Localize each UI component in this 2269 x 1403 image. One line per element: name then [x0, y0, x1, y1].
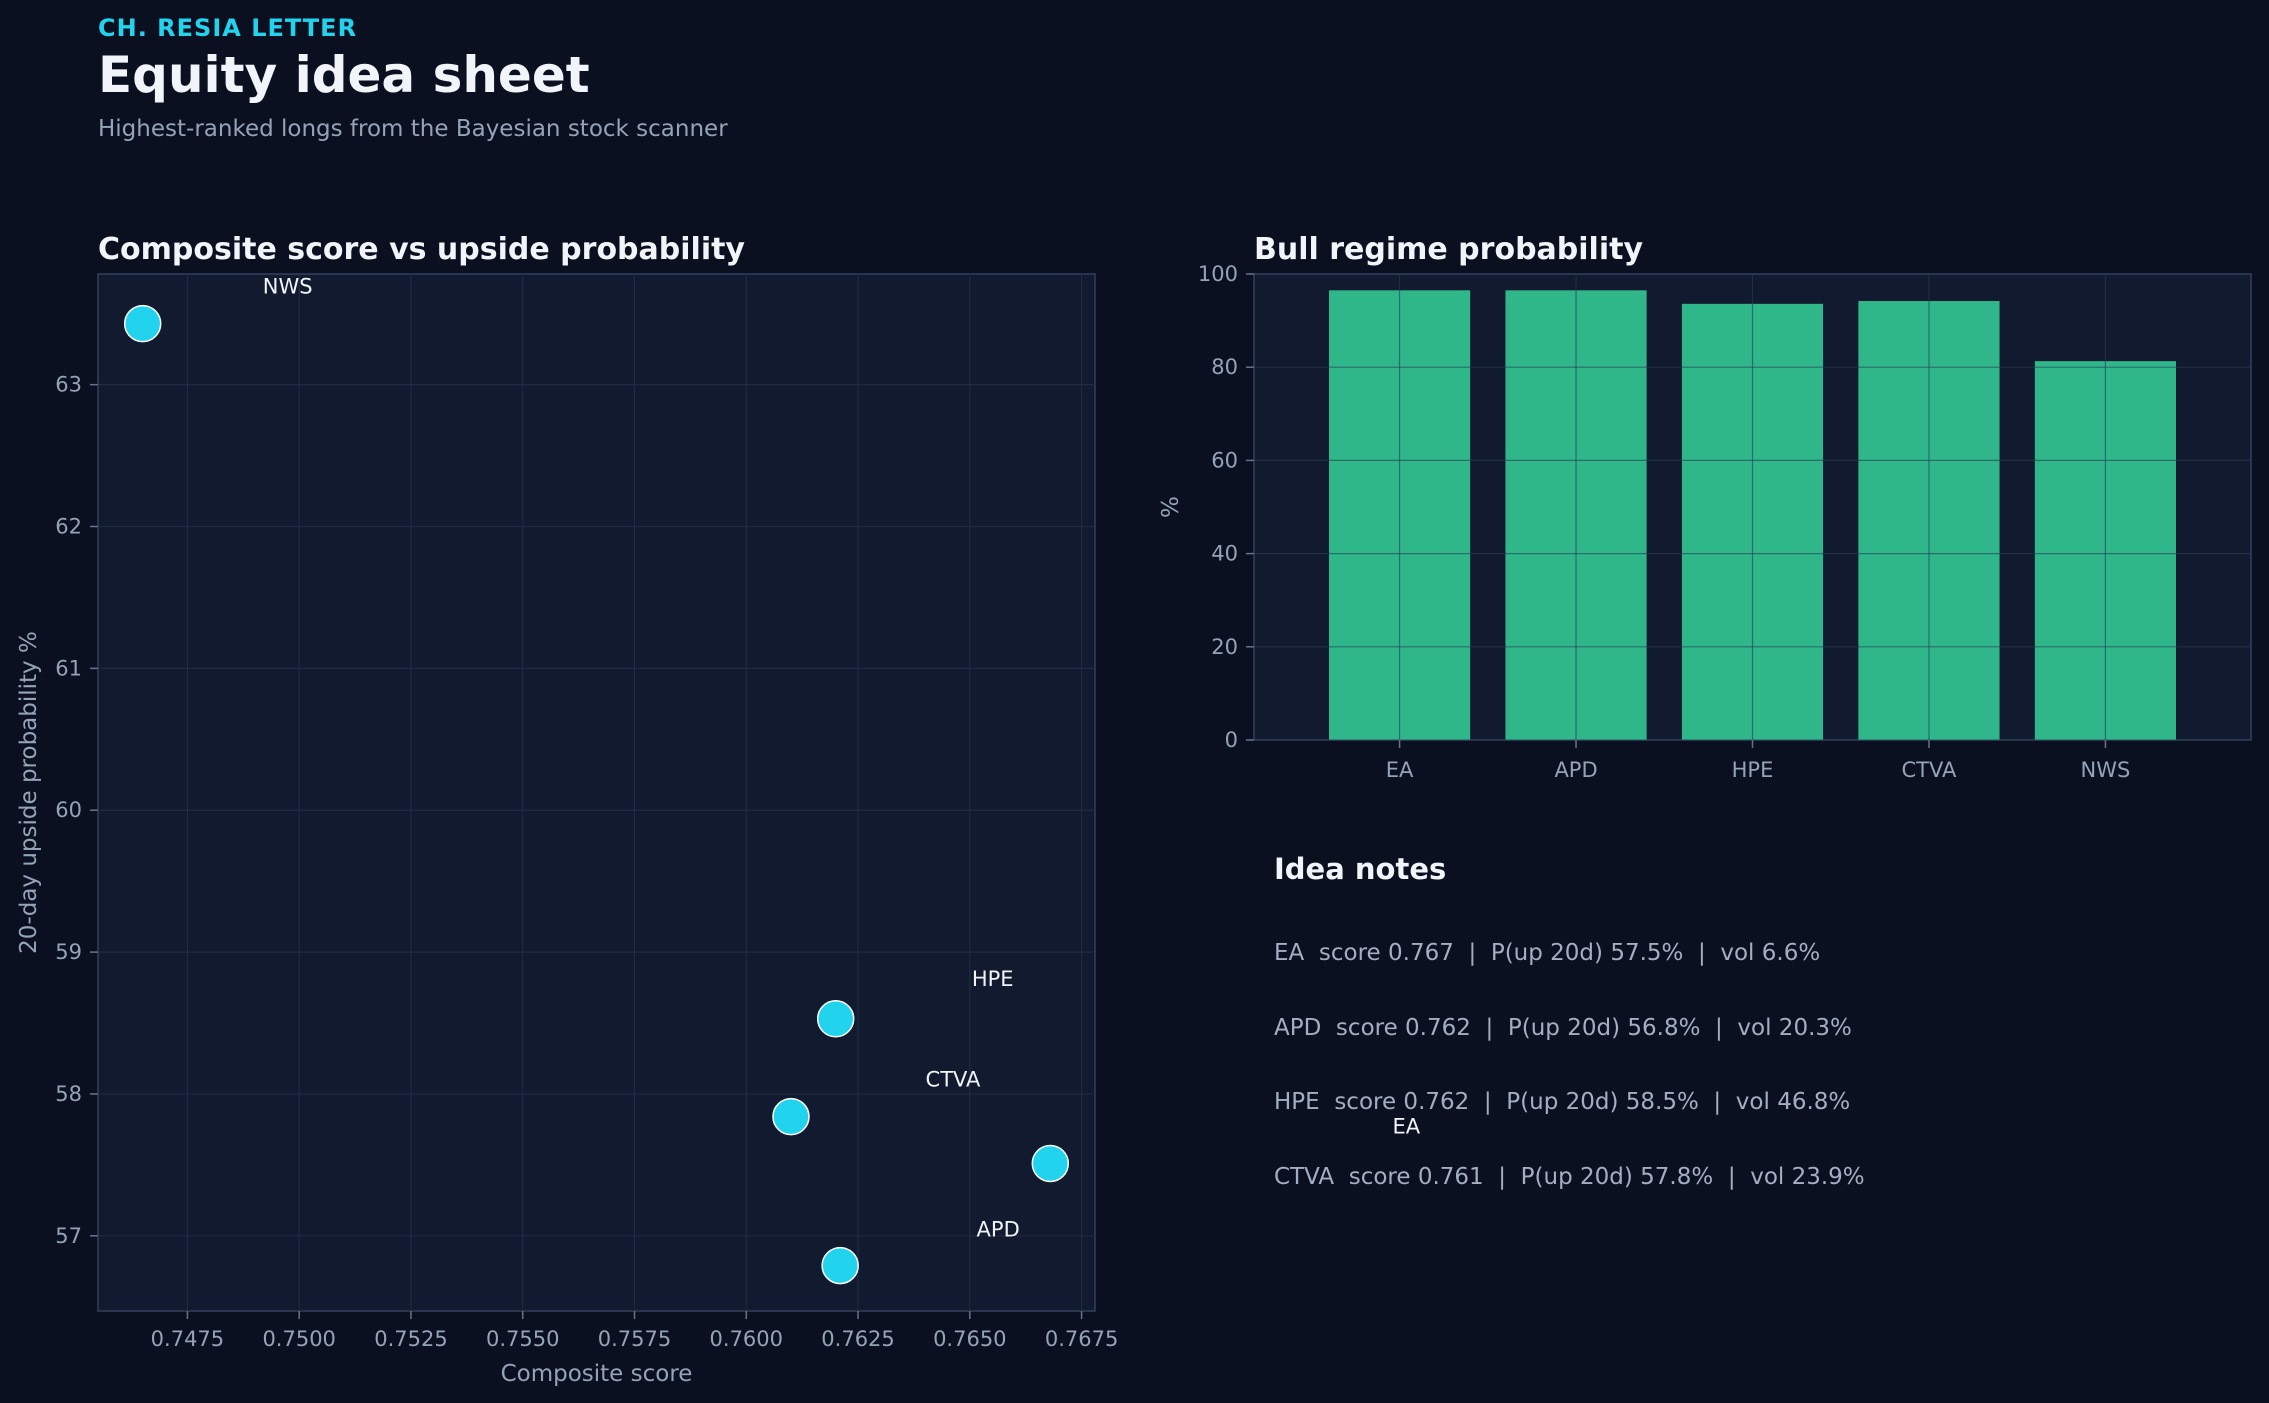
- scatter-x-tick-label: 0.7600: [710, 1327, 783, 1351]
- scatter-y-tick-label: 63: [55, 373, 82, 397]
- scatter-x-tick-label: 0.7500: [262, 1327, 335, 1351]
- scatter-y-axis-label: 20-day upside probability %: [16, 631, 42, 954]
- scatter-y-tick-label: 59: [55, 940, 82, 964]
- scatter-point: [816, 1000, 855, 1038]
- scatter-point: [1031, 1144, 1070, 1183]
- scatter-x-tick-label: 0.7475: [151, 1327, 224, 1351]
- scatter-x-tick-label: 0.7650: [933, 1327, 1006, 1351]
- page-subtitle: Highest-ranked longs from the Bayesian s…: [98, 116, 728, 142]
- note-item: EA score 0.767 | P(up 20d) 57.5% | vol 6…: [1274, 940, 1821, 966]
- scatter-y-tick-label: 61: [55, 656, 82, 680]
- notes-list: EA score 0.767 | P(up 20d) 57.5% | vol 6…: [1274, 940, 1865, 1238]
- scatter-point: [123, 304, 162, 343]
- bar-category-label: EA: [1386, 758, 1414, 782]
- scatter-x-tick-label: 0.7575: [598, 1327, 671, 1351]
- bar-category-label: APD: [1554, 758, 1597, 782]
- scatter-plot-area: [97, 273, 1096, 1312]
- bar-y-tick-label: 40: [1211, 542, 1238, 566]
- scatter-point: [772, 1097, 810, 1136]
- bar-y-tick-label: 100: [1198, 262, 1238, 286]
- bar-y-tick-label: 20: [1211, 635, 1238, 659]
- scatter-y-tick-label: 60: [55, 798, 82, 822]
- page-title: Equity idea sheet: [98, 46, 590, 104]
- scatter-y-tick-label: 58: [55, 1082, 82, 1106]
- bar-category-label: HPE: [1732, 758, 1774, 782]
- scatter-x-tick-label: 0.7625: [821, 1327, 894, 1351]
- scatter-x-axis-label: Composite score: [501, 1361, 693, 1387]
- note-item: CTVA score 0.761 | P(up 20d) 57.8% | vol…: [1274, 1163, 1865, 1190]
- note-item: HPE score 0.762 | P(up 20d) 58.5% | vol …: [1274, 1089, 1851, 1115]
- kicker: CH. RESIA LETTER: [98, 14, 358, 42]
- scatter-point-label: APD: [977, 1218, 1020, 1242]
- bar-category-label: NWS: [2081, 758, 2131, 782]
- bar-chart-title: Bull regime probability: [1254, 232, 1644, 267]
- bar-y-tick-label: 80: [1211, 355, 1238, 379]
- scatter-point: [821, 1246, 859, 1285]
- notes-title: Idea notes: [1274, 852, 1447, 886]
- scatter-point-label: NWS: [263, 275, 313, 299]
- scatter-x-tick-label: 0.7525: [374, 1327, 447, 1351]
- bar-category-label: CTVA: [1902, 758, 1958, 782]
- scatter-y-tick-label: 57: [55, 1224, 82, 1248]
- note-item: APD score 0.762 | P(up 20d) 56.8% | vol …: [1274, 1014, 1852, 1041]
- bar-y-tick-label: 60: [1211, 448, 1238, 472]
- scatter-point-label: HPE: [972, 967, 1014, 991]
- scatter-chart-title: Composite score vs upside probability: [98, 232, 745, 267]
- scatter-point-label: EA: [1392, 1114, 1420, 1138]
- scatter-x-tick-label: 0.7675: [1045, 1327, 1118, 1351]
- bar-y-axis-label: %: [1158, 496, 1184, 518]
- scatter-point-label: CTVA: [926, 1068, 982, 1092]
- bar-y-tick-label: 0: [1225, 728, 1238, 752]
- scatter-y-tick-label: 62: [55, 515, 82, 539]
- scatter-x-tick-label: 0.7550: [486, 1327, 559, 1351]
